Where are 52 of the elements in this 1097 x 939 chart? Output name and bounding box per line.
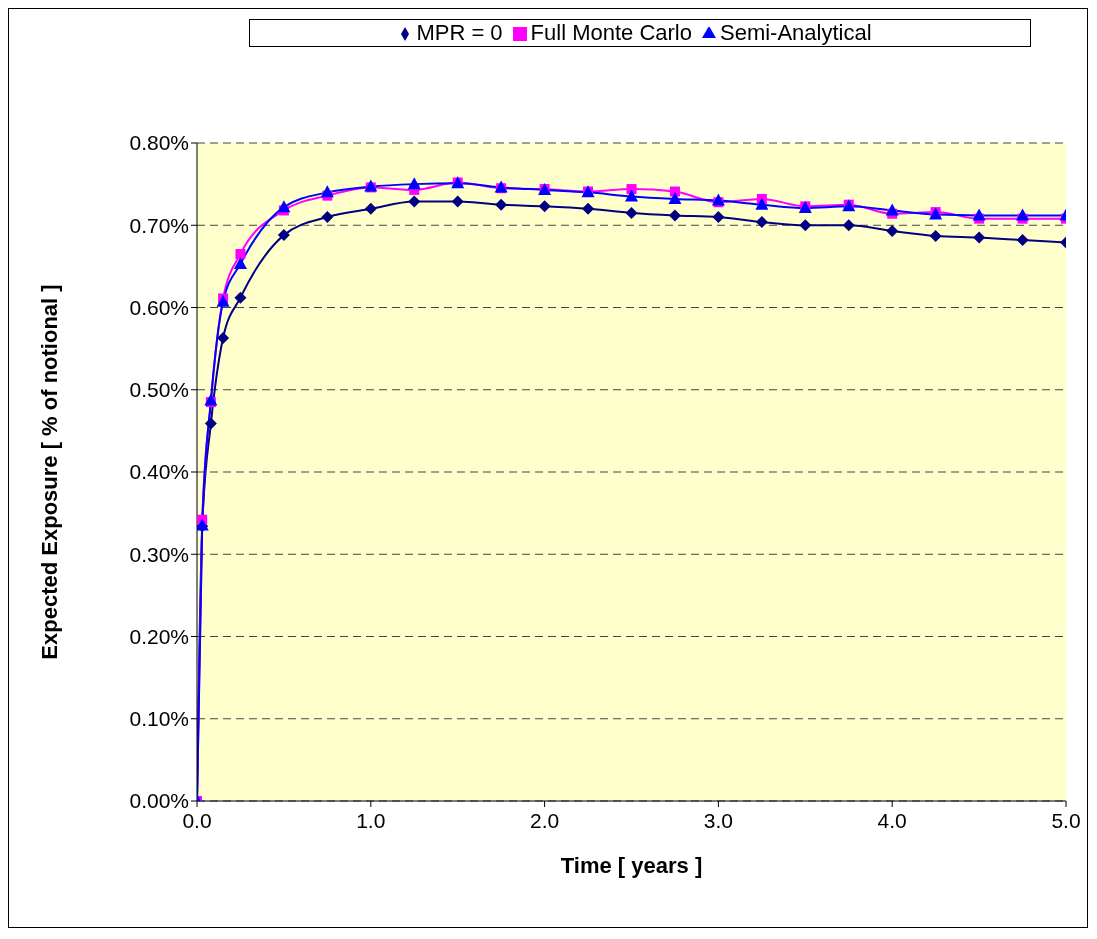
point	[204, 393, 218, 406]
point	[233, 256, 247, 269]
x-tick-label: 5.0	[1051, 808, 1081, 832]
y-tick-label: 0.50%	[129, 378, 189, 402]
point	[407, 177, 421, 190]
x-tick-label: 1.0	[356, 808, 386, 832]
point	[755, 197, 769, 210]
x-tick-label: 2.0	[530, 808, 560, 832]
y-tick-label: 0.70%	[129, 213, 189, 237]
point	[277, 200, 291, 213]
point	[235, 249, 246, 260]
y-axis-title: Expected Exposure [ % of notional ]	[36, 284, 62, 660]
point	[204, 417, 217, 430]
legend-label: MPR = 0	[416, 20, 503, 45]
point	[277, 229, 290, 242]
point	[234, 291, 247, 304]
point	[668, 209, 681, 222]
point	[217, 331, 230, 344]
point	[582, 202, 595, 215]
point	[451, 195, 464, 208]
y-tick-label: 0.20%	[129, 624, 189, 648]
y-tick-label: 0.40%	[129, 460, 189, 484]
point	[321, 211, 334, 224]
point	[799, 219, 812, 232]
point	[495, 198, 508, 211]
point	[1016, 234, 1029, 247]
point	[625, 206, 638, 219]
point	[711, 193, 725, 206]
point	[364, 202, 377, 215]
point	[320, 185, 334, 198]
y-tick-label: 0.80%	[129, 131, 189, 155]
point	[1016, 208, 1030, 221]
point	[538, 200, 551, 213]
point	[973, 231, 986, 244]
y-tick-label: 0.30%	[129, 542, 189, 566]
point	[712, 211, 725, 224]
y-tick-label: 0.10%	[129, 707, 189, 731]
legend-label: Semi-Analytical	[719, 20, 872, 45]
point	[408, 195, 421, 208]
point	[929, 229, 942, 242]
point	[886, 225, 899, 238]
point	[842, 219, 855, 232]
y-tick-label: 0.60%	[129, 295, 189, 319]
point	[625, 189, 638, 202]
x-axis-title: Time [ years ]	[560, 853, 703, 878]
x-tick-label: 3.0	[703, 808, 733, 832]
point	[668, 191, 682, 204]
point	[972, 208, 986, 221]
legend-label: Full Monte Carlo	[530, 20, 692, 45]
x-tick-label: 4.0	[877, 808, 907, 832]
point	[885, 203, 899, 216]
point	[755, 215, 768, 228]
